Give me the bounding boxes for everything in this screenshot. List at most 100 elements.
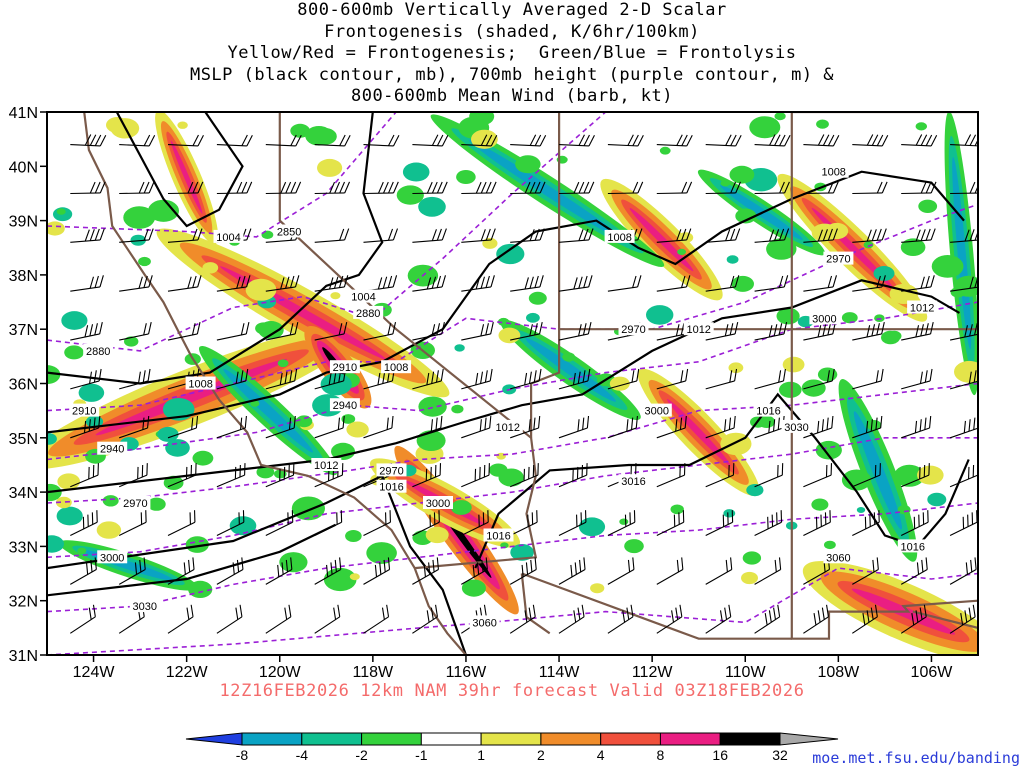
shading-blob [525, 338, 616, 402]
legend-swatch [719, 732, 781, 746]
shading-speckle [915, 122, 927, 131]
shading-speckle [77, 547, 87, 554]
shading-speckle [323, 567, 357, 592]
wind-barb [509, 604, 536, 634]
title-line-3: Yellow/Red = Frontogenesis; Green/Blue =… [227, 43, 797, 63]
wind-barb [167, 604, 194, 634]
wind-barb [705, 415, 736, 439]
wind-barb [803, 510, 831, 536]
svg-text:2880: 2880 [86, 346, 110, 358]
shading-speckle [728, 362, 744, 374]
mslp-label: 1016 [897, 539, 928, 553]
lat-tick-label: 34N [9, 485, 38, 502]
shading-speckle [454, 344, 465, 352]
shading-speckle [102, 495, 119, 507]
wind-barb [412, 557, 439, 585]
wind-barb [558, 368, 591, 390]
svg-text:1012: 1012 [686, 324, 710, 336]
wind-barb [70, 368, 102, 390]
lon-tick-label: 110W [725, 664, 767, 680]
shading-speckle [497, 317, 510, 326]
svg-text:3000: 3000 [812, 313, 836, 325]
shading-speckle [841, 312, 858, 324]
mslp-label: 1016 [753, 403, 784, 418]
shading-speckle [824, 540, 836, 550]
map-title: 800-600mb Vertically Averaged 2-D Scalar… [0, 0, 1024, 108]
wind-barb [510, 134, 547, 147]
shading-speckle [78, 383, 105, 402]
mslp-isobar [47, 112, 384, 385]
shading-speckle [931, 255, 964, 278]
wind-barb [607, 415, 638, 439]
shading-speckle [56, 506, 83, 526]
legend-label: 1 [477, 747, 485, 763]
wind-barb [314, 228, 350, 243]
wind-barb [265, 604, 292, 634]
shading-speckle [56, 496, 72, 509]
mslp-label: 1016 [376, 479, 407, 494]
shading-speckle [47, 433, 57, 445]
svg-text:2910: 2910 [72, 406, 96, 418]
shading-speckle [130, 234, 146, 246]
svg-text:1016: 1016 [486, 531, 510, 543]
wind-barb [363, 134, 400, 147]
height-label: 2880 [353, 305, 384, 320]
height-contour [47, 112, 607, 352]
wind-barb [412, 510, 440, 536]
shading-speckle [64, 345, 84, 360]
wind-barb [461, 510, 489, 536]
svg-text:1004: 1004 [351, 292, 375, 304]
shading-speckle [258, 321, 284, 340]
shading-speckle [124, 336, 139, 347]
wind-barb [656, 275, 691, 292]
shading-speckle [123, 206, 156, 229]
source-credit-link[interactable]: moe.met.fsu.edu/banding [812, 749, 1020, 767]
wind-barb [314, 415, 345, 439]
shading-blob [469, 139, 626, 242]
shading-speckle [489, 463, 508, 477]
wind-barb [314, 322, 348, 341]
wind-barb [69, 604, 96, 634]
wind-barb [412, 275, 447, 292]
shading-blob [170, 140, 203, 214]
wind-barb [216, 463, 246, 488]
shading-speckle [96, 521, 122, 539]
lon-tick-label: 114W [539, 664, 581, 680]
mslp-label: 1012 [492, 419, 523, 434]
lat-tick-label: 39N [9, 214, 38, 231]
shading-speckle [811, 498, 829, 511]
svg-text:1012: 1012 [496, 422, 520, 434]
legend-label: 16 [712, 747, 728, 763]
wind-barb [216, 368, 249, 390]
map-axes: 124W 122W 120W 118W 116W 114W 112W 110W 108W 106W… [9, 105, 954, 680]
wind-barb [705, 510, 734, 536]
wind-barb [70, 228, 105, 243]
height-label: 3030 [781, 419, 812, 434]
wind-barb [119, 415, 150, 439]
shading-speckle [148, 199, 179, 222]
shading-blob [952, 156, 972, 350]
shading-speckle [590, 583, 605, 594]
wind-barb [216, 134, 253, 147]
wind-barb [363, 557, 391, 585]
wind-barb [167, 557, 195, 585]
wind-barb [852, 463, 881, 488]
wind-barb [656, 134, 693, 147]
shading-speckle [147, 497, 166, 511]
shading-speckle [192, 450, 214, 466]
shading-speckle [619, 518, 629, 525]
wind-barb [949, 510, 978, 536]
shading-speckle [659, 146, 671, 155]
shading-speckle [678, 232, 694, 244]
lon-tick-label: 108W [817, 664, 860, 680]
svg-text:3000: 3000 [100, 552, 124, 564]
wind-barb [314, 181, 351, 195]
shading-speckle [138, 256, 151, 267]
frontogenesis-map: 1004 1004 1008 1008 1012 1016 1012 1008 1012 1016… [9, 105, 979, 680]
wind-barb [852, 510, 880, 536]
lon-tick-label: 116W [446, 664, 488, 680]
wind-barb [558, 228, 594, 243]
shading-speckle [61, 311, 88, 330]
wind-barb [901, 275, 935, 292]
wind-barb [901, 134, 938, 147]
